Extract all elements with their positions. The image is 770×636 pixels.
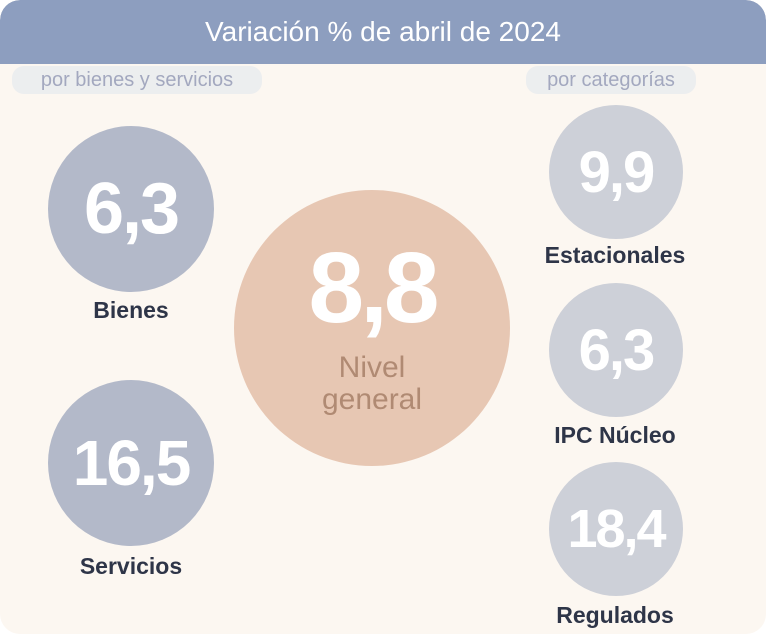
group-title-goods-services: por bienes y servicios <box>12 66 262 94</box>
nivel-general-label-line2: general <box>321 383 423 416</box>
bienes-value-circle: 6,3 <box>48 126 214 292</box>
regulados-label: Regulados <box>556 602 674 628</box>
nivel-general-value: 8,8 <box>308 232 439 344</box>
bienes-value: 6,3 <box>83 169 180 249</box>
regulados-value-circle: 18,4 <box>549 462 683 596</box>
nivel-general-label-line1: Nivel <box>338 351 406 384</box>
nivel-general-circle: 8,8 Nivel general <box>234 190 510 466</box>
ipc-nucleo-value-circle: 6,3 <box>549 283 683 417</box>
estacionales-value-circle: 9,9 <box>549 105 683 239</box>
servicios-value-circle: 16,5 <box>48 380 214 546</box>
estacionales-value: 9,9 <box>578 139 656 205</box>
bienes-label: Bienes <box>93 297 169 323</box>
group-title-categories: por categorías <box>526 66 696 94</box>
regulados-value: 18,4 <box>567 499 666 559</box>
servicios-label: Servicios <box>79 553 183 579</box>
infographic-title: Variación % de abril de 2024 <box>0 0 766 64</box>
ipc-nucleo-label: IPC Núcleo <box>554 422 676 448</box>
servicios-value: 16,5 <box>72 427 192 499</box>
estacionales-label: Estacionales <box>544 242 686 268</box>
ipc-nucleo-value: 6,3 <box>578 317 656 383</box>
